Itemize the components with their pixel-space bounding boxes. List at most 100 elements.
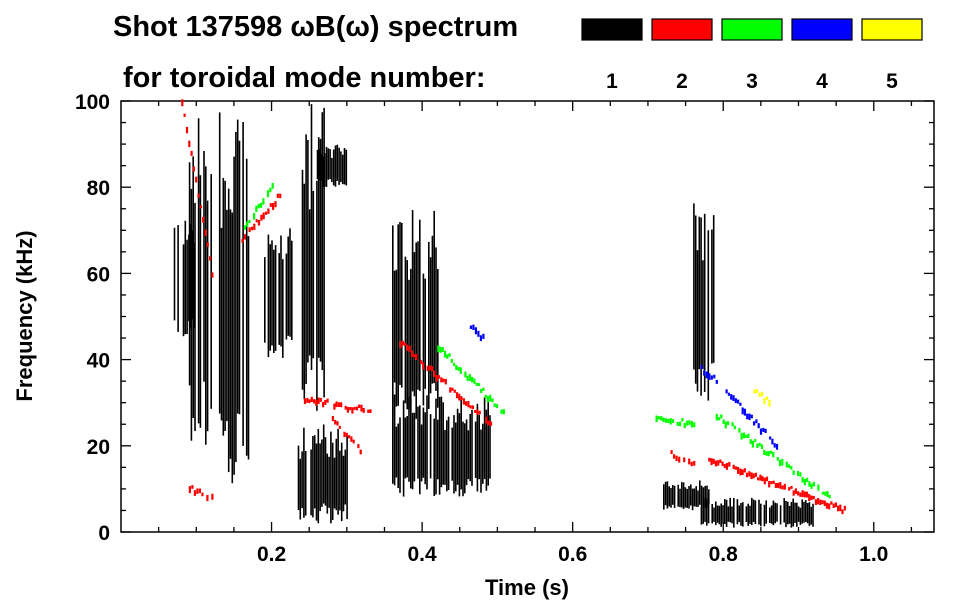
ridge-mark [349,407,352,411]
ridge-mark [422,362,425,370]
ridge-mark [399,341,402,348]
ridge-mark [781,459,784,466]
ridge-mark [738,428,741,433]
spectral-column [395,269,398,407]
spectral-column [220,227,223,421]
spectral-column [435,398,437,495]
ridge-mark [353,406,356,410]
ridge-mark [772,451,775,458]
spectral-column [677,484,679,507]
ridge-mark [428,365,432,370]
x-tick-label: 0.4 [408,543,438,566]
spectral-column [435,247,437,391]
spectral-column [322,156,324,187]
ridge-mark [348,435,351,439]
ridge-mark [446,354,449,359]
spectral-column [210,174,212,409]
spectral-column [343,148,346,185]
ridge-mark [768,399,771,407]
spectral-column [722,505,724,524]
ridge-mark [241,238,244,243]
ridge-mark [253,223,256,230]
legend-label-4: 4 [816,70,828,93]
ridge-mark [269,187,272,193]
spectral-column [801,499,803,524]
spectral-column [291,240,293,340]
spectral-column [696,250,699,392]
spectral-column [341,154,344,185]
spectral-column [666,481,669,509]
ridge-mark [317,397,320,404]
spectral-column [231,212,234,484]
spectral-column [173,227,176,321]
ridge-mark [435,375,438,382]
spectral-column [460,396,462,490]
series-n=2 [181,99,846,515]
ridge-mark [489,394,492,402]
ridge-mark [209,256,212,261]
spectral-column [332,149,335,186]
ridge-mark [828,503,831,510]
spectral-column [733,498,735,528]
ridge-mark [243,225,246,230]
spectral-column [749,505,751,524]
ridge-mark [753,421,756,426]
spectral-column [467,430,470,480]
ridge-mark [334,420,337,425]
ridge-mark [678,456,681,463]
spectral-column [303,427,305,518]
ridge-mark [824,491,827,496]
ridge-mark [360,404,363,412]
ridge-mark [431,366,434,372]
spectral-column [664,481,667,506]
spectral-column [712,215,715,363]
legend-label-3: 3 [746,70,758,93]
ridge-mark [448,353,451,357]
ridge-mark [757,477,760,481]
spectral-column [177,225,179,332]
ridge-mark [310,396,313,402]
ridge-mark [408,345,411,352]
spectral-column [233,156,235,475]
ridge-mark [338,425,341,429]
ridge-mark [472,324,475,330]
chart-subtitle: for toroidal mode number: [123,62,486,94]
ridge-mark [727,421,730,426]
ridge-mark [476,409,479,415]
spectral-column [704,485,706,508]
ridge-mark [473,378,476,384]
legend-swatch-2 [651,18,713,41]
ridge-mark [783,483,786,490]
spectral-column [731,506,733,524]
spectral-column [706,485,708,508]
spectral-column [316,149,319,180]
ridge-mark [466,375,469,381]
ridge-mark [477,330,480,337]
spectral-column [699,480,701,505]
ridge-mark [322,401,325,408]
ridge-mark [753,389,756,394]
legend-label-5: 5 [886,70,898,93]
spectral-column [393,270,396,383]
spectral-column [324,437,327,506]
spectral-column [269,244,271,351]
spectral-column [727,506,730,522]
ridge-mark [724,421,727,429]
ridge-mark [455,365,458,370]
spectral-column [725,499,728,527]
ridge-mark [797,491,800,496]
ridge-mark [489,421,493,426]
spectral-column [745,506,748,522]
spectral-column [408,279,410,410]
ridge-mark [754,472,757,477]
ridge-mark [713,374,716,379]
ridge-mark [406,344,409,351]
ridge-mark [269,203,272,207]
ridge-mark [742,432,745,439]
ridge-mark [255,205,258,213]
spectral-column [478,414,480,480]
spectral-column [334,145,337,187]
ridge-mark [708,457,711,462]
spectral-column [404,417,407,479]
spectral-column [404,256,407,404]
